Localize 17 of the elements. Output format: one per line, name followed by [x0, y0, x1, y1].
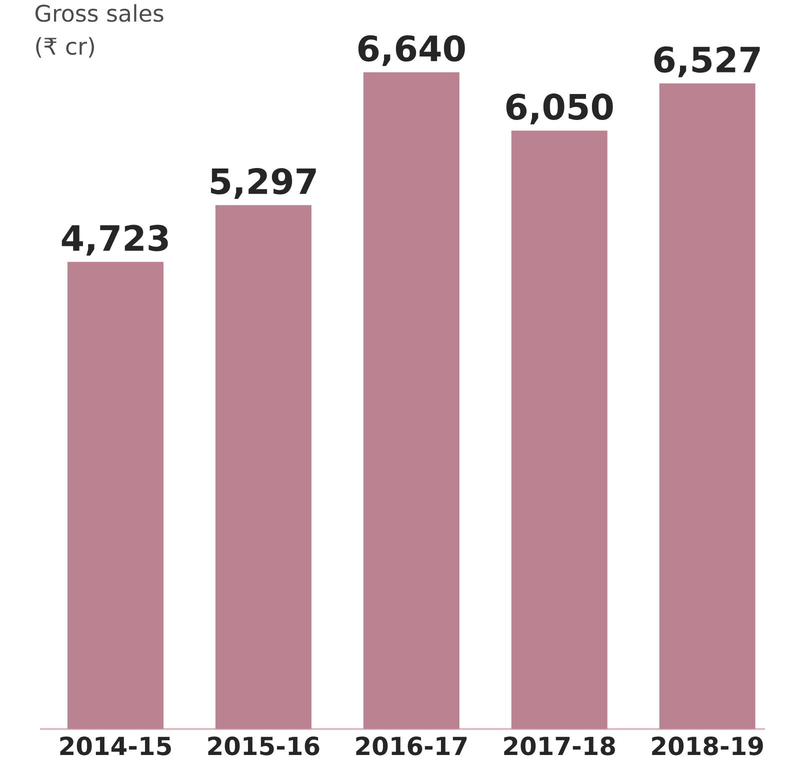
bar	[215, 205, 312, 729]
x-tick-label: 2014-15	[60, 736, 171, 756]
chart-title: Gross sales	[35, 4, 164, 22]
bar	[363, 72, 460, 729]
bar	[511, 130, 608, 729]
x-tick-label: 2017-18	[504, 736, 615, 756]
bar	[67, 262, 164, 729]
x-tick-label: 2018-19	[652, 736, 763, 756]
data-label: 5,297	[210, 168, 316, 199]
data-label: 6,050	[506, 94, 613, 124]
data-label: 6,527	[654, 46, 760, 78]
x-tick-label: 2016-17	[356, 736, 467, 756]
bar	[659, 83, 756, 729]
data-label: 6,640	[358, 35, 465, 66]
chart-subtitle: (₹ cr)	[36, 37, 94, 58]
data-label: 4,723	[62, 224, 168, 256]
x-tick-label: 2015-16	[208, 736, 320, 756]
